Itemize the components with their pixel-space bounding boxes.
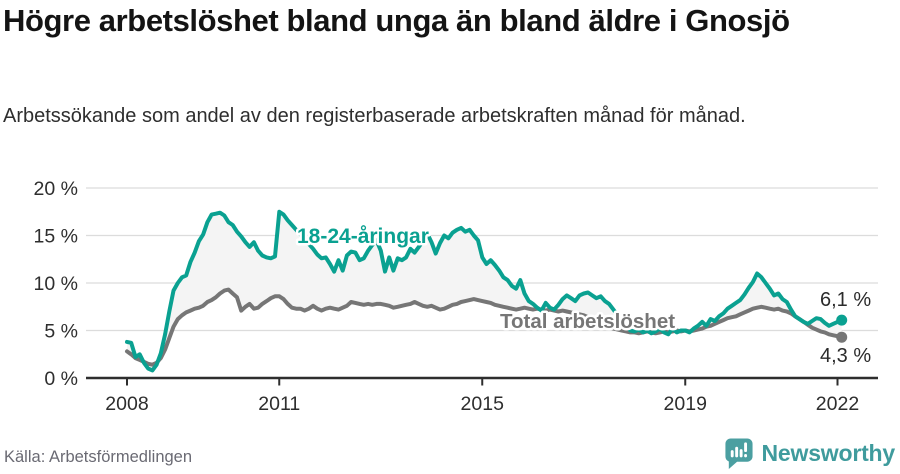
page-title: Högre arbetslöshet bland unga än bland ä… — [3, 3, 790, 38]
brand-name: Newsworthy — [761, 440, 896, 466]
exclamation-dot — [743, 453, 747, 458]
x-axis-tick-label: 2008 — [105, 393, 148, 415]
exclamation-stem — [743, 442, 747, 453]
bar-tall — [734, 446, 738, 458]
x-axis-tick-label: 2015 — [461, 393, 505, 415]
band-between-series — [127, 211, 842, 371]
series-end-dot — [836, 314, 848, 326]
newsworthy-brand: Newsworthy — [723, 437, 895, 470]
bar-medium — [739, 449, 743, 458]
series-end-dot — [836, 331, 848, 343]
unemployment-line-chart: 0 % 5 % 10 % 15 % 20 % 2008 2011 2015 2019 2022 18… — [34, 178, 878, 415]
y-axis-tick-label: 15 % — [34, 226, 78, 248]
series-line — [125, 209, 844, 373]
y-axis-tick-label: 0 % — [44, 368, 78, 390]
bar-small — [730, 450, 734, 458]
y-axis-tick-label: 5 % — [44, 321, 78, 343]
x-axis-tick-label: 2011 — [258, 393, 300, 415]
page-subtitle: Arbetssökande som andel av den registerb… — [3, 105, 746, 127]
speech-bubble-shape — [724, 438, 753, 469]
newsworthy-logo-icon — [724, 438, 753, 469]
x-axis-tick-label: 2022 — [816, 393, 859, 415]
series-end-value-label: 6,1 % — [820, 289, 871, 311]
x-axis-tick-label: 2019 — [664, 393, 707, 415]
series-inline-label: Total arbetslöshet — [500, 310, 675, 333]
y-axis-tick-label: 20 % — [34, 178, 78, 200]
series-line — [125, 287, 844, 367]
series-end-value-label: 4,3 % — [820, 345, 871, 367]
source-text: Källa: Arbetsförmedlingen — [4, 448, 193, 466]
series-inline-label: 18-24-åringar — [297, 225, 429, 248]
y-axis-tick-label: 10 % — [34, 273, 78, 295]
